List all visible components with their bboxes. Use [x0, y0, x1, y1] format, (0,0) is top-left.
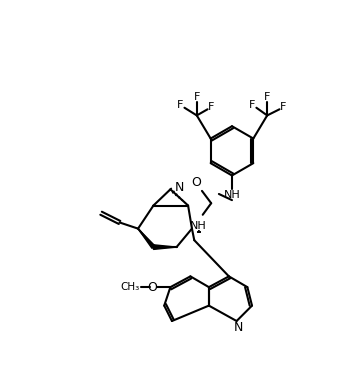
Text: F: F — [280, 102, 286, 112]
Text: NH: NH — [190, 220, 207, 231]
Polygon shape — [138, 229, 155, 248]
Text: F: F — [194, 92, 200, 102]
Text: F: F — [264, 92, 270, 102]
Text: N: N — [233, 321, 243, 334]
Text: N: N — [175, 181, 184, 194]
Text: F: F — [208, 102, 214, 112]
Text: F: F — [176, 101, 183, 110]
Text: O: O — [148, 280, 158, 294]
Polygon shape — [154, 245, 176, 249]
Text: O: O — [191, 176, 201, 189]
Text: CH₃: CH₃ — [121, 282, 140, 292]
Text: NH: NH — [224, 190, 240, 200]
Text: F: F — [250, 101, 256, 110]
